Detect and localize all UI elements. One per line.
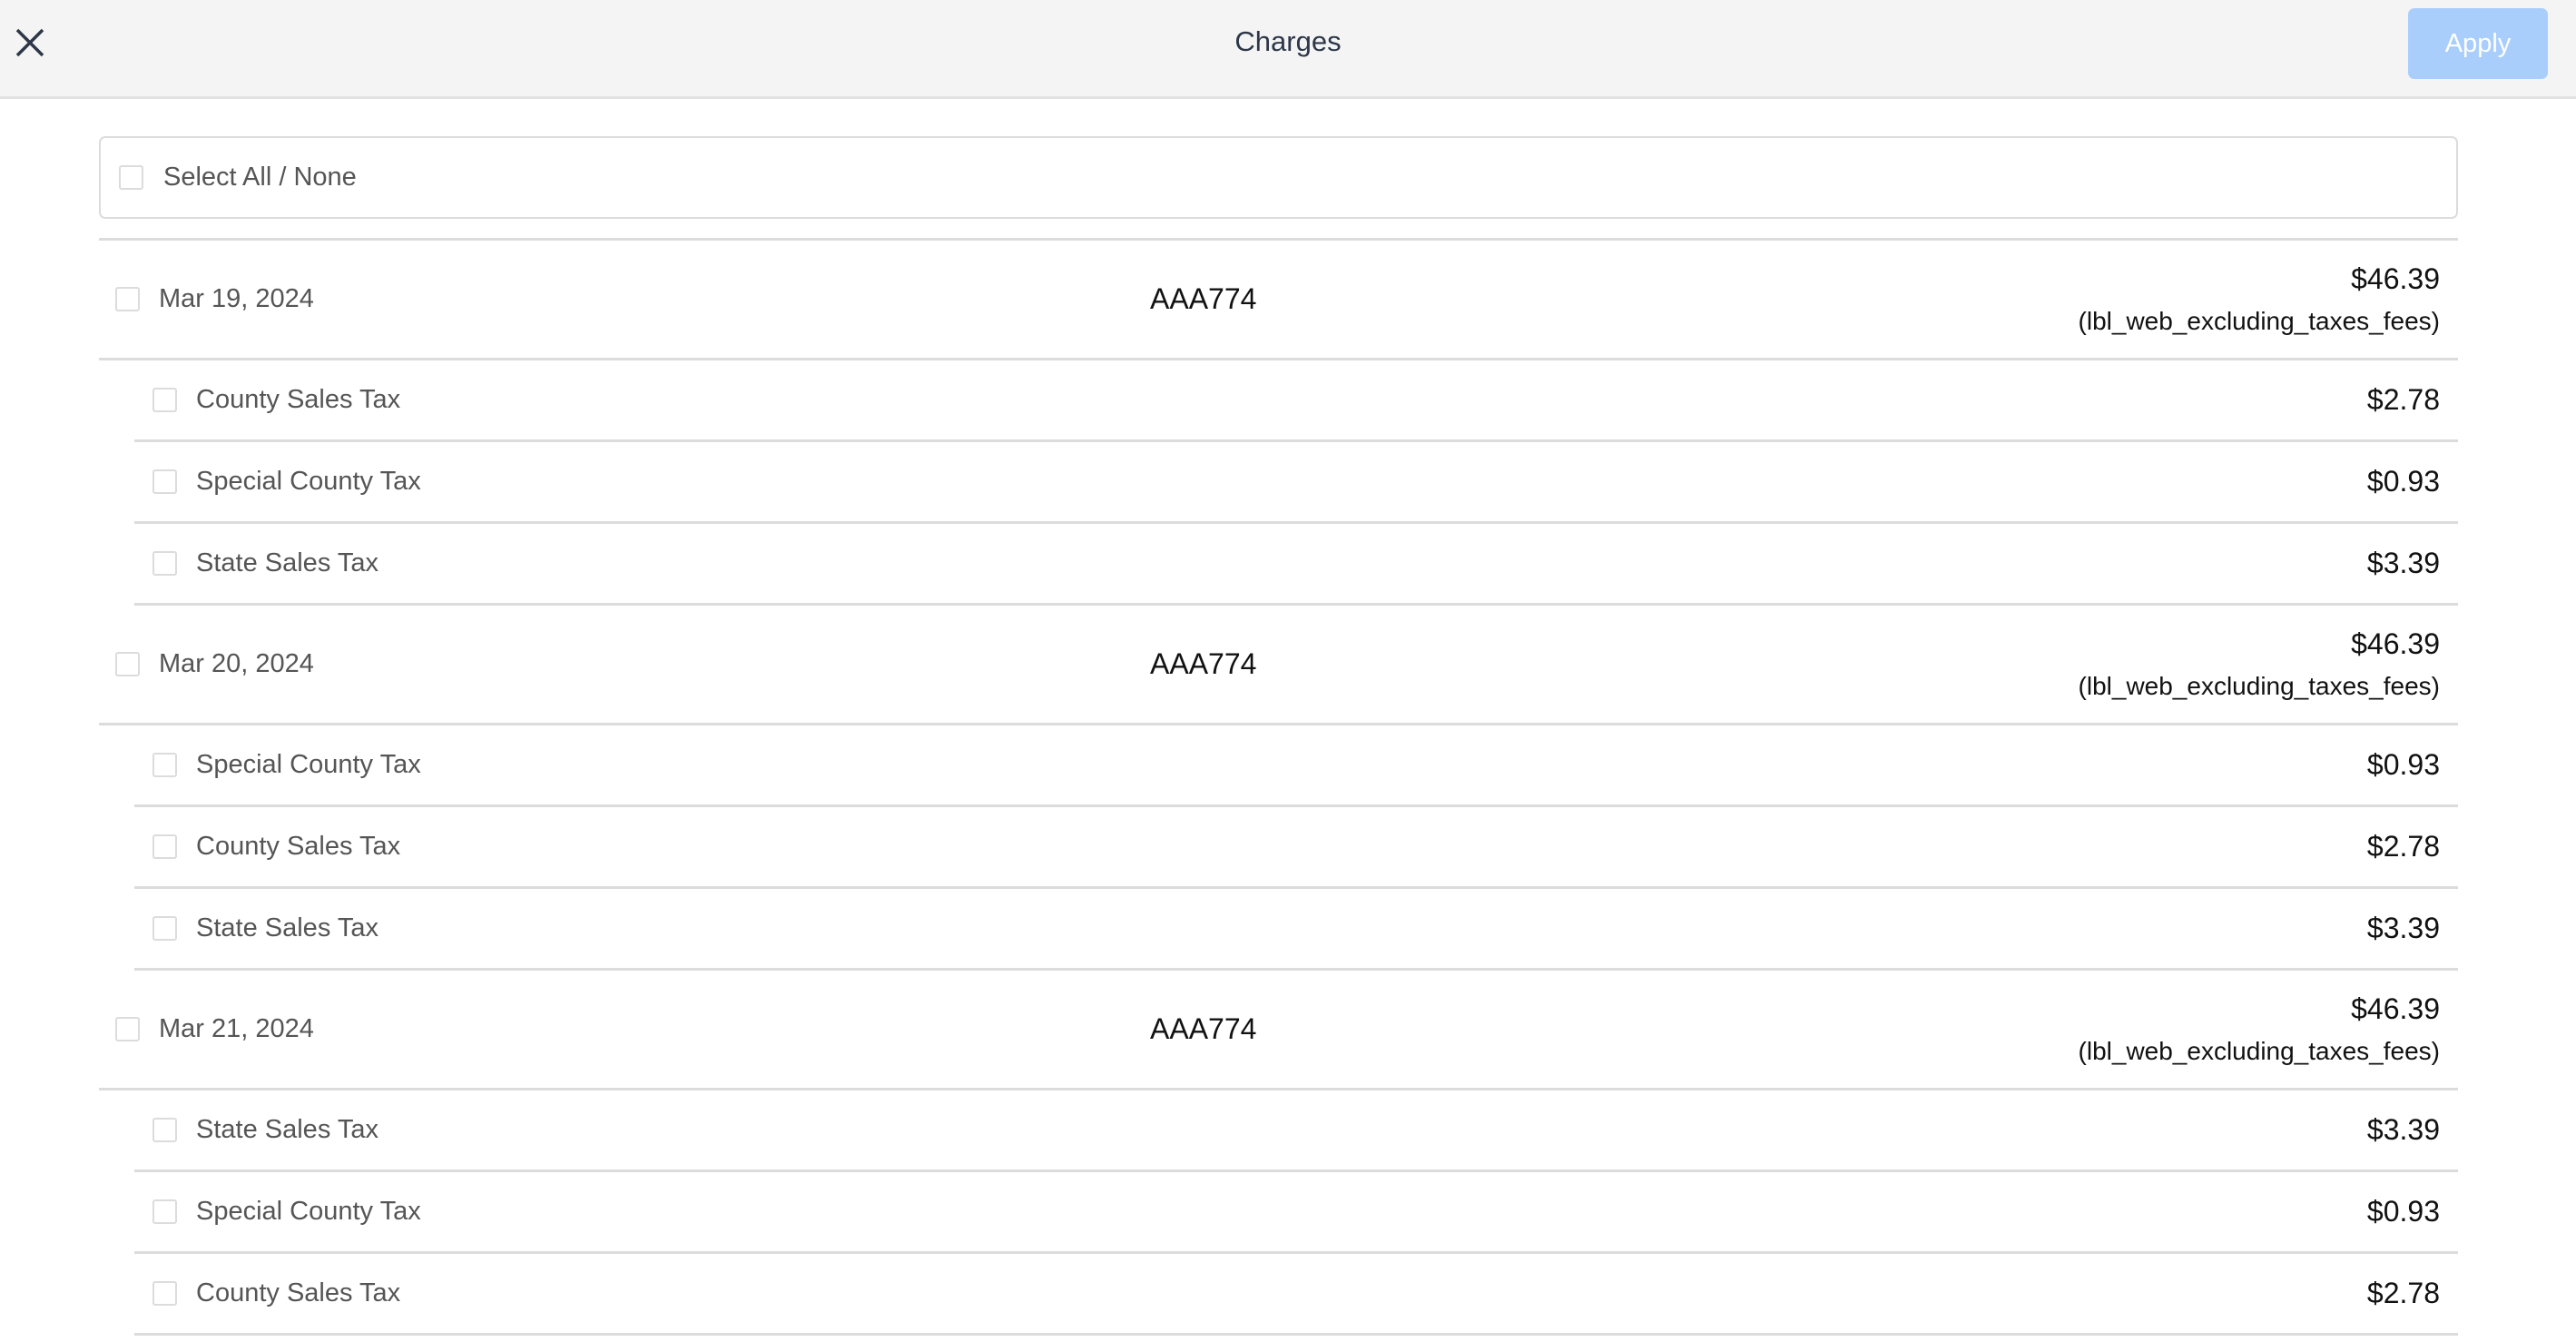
charge-checkbox[interactable] <box>115 287 140 311</box>
tax-checkbox[interactable] <box>152 834 177 859</box>
charge-row: Mar 19, 2024 AAA774 $46.39 (lbl_web_excl… <box>99 241 2458 360</box>
tax-amount: $3.39 <box>2366 1113 2440 1146</box>
tax-row: State Sales Tax $3.39 <box>134 524 2458 606</box>
charge-date: Mar 20, 2024 <box>159 649 314 678</box>
tax-row: Special County Tax $0.93 <box>134 442 2458 524</box>
tax-name: State Sales Tax <box>196 548 379 577</box>
tax-name: County Sales Tax <box>196 832 401 861</box>
charge-checkbox[interactable] <box>115 1017 140 1041</box>
charge-reference: AAA774 <box>1150 647 1257 680</box>
charges-list: Mar 19, 2024 AAA774 $46.39 (lbl_web_excl… <box>99 238 2458 1336</box>
charge-amount-note: (lbl_web_excluding_taxes_fees) <box>2078 1037 2440 1065</box>
select-all-row[interactable]: Select All / None <box>99 136 2458 219</box>
apply-button[interactable]: Apply <box>2408 8 2548 79</box>
tax-row: County Sales Tax $2.78 <box>134 1254 2458 1336</box>
close-icon[interactable] <box>15 27 45 58</box>
charge-checkbox[interactable] <box>115 652 140 676</box>
select-all-label: Select All / None <box>163 163 357 192</box>
charge-amount: $46.39 <box>2351 627 2440 660</box>
tax-name: Special County Tax <box>196 750 421 779</box>
tax-checkbox[interactable] <box>152 1281 177 1306</box>
tax-checkbox[interactable] <box>152 1118 177 1142</box>
tax-checkbox[interactable] <box>152 551 177 576</box>
tax-row: State Sales Tax $3.39 <box>134 1090 2458 1172</box>
tax-name: County Sales Tax <box>196 1278 401 1307</box>
charge-amount: $46.39 <box>2351 262 2440 295</box>
tax-amount: $3.39 <box>2366 912 2440 944</box>
charge-amount-block: $46.39 (lbl_web_excluding_taxes_fees) <box>2079 627 2440 701</box>
tax-row: State Sales Tax $3.39 <box>134 889 2458 971</box>
charge-amount-block: $46.39 (lbl_web_excluding_taxes_fees) <box>2079 992 2440 1066</box>
tax-name: State Sales Tax <box>196 1115 379 1144</box>
charge-amount-note: (lbl_web_excluding_taxes_fees) <box>2078 307 2440 335</box>
tax-amount: $2.78 <box>2366 383 2440 416</box>
charge-date: Mar 19, 2024 <box>159 284 314 313</box>
charge-reference: AAA774 <box>1150 1012 1257 1045</box>
charge-amount: $46.39 <box>2351 992 2440 1025</box>
tax-checkbox[interactable] <box>152 388 177 412</box>
tax-amount: $2.78 <box>2366 830 2440 863</box>
tax-amount: $0.93 <box>2366 465 2440 498</box>
select-all-checkbox[interactable] <box>119 165 143 190</box>
tax-name: Special County Tax <box>196 1197 421 1226</box>
tax-checkbox[interactable] <box>152 753 177 777</box>
tax-amount: $3.39 <box>2366 547 2440 579</box>
modal-header: Charges Apply <box>0 0 2576 99</box>
tax-amount: $0.93 <box>2366 748 2440 781</box>
charge-amount-block: $46.39 (lbl_web_excluding_taxes_fees) <box>2079 262 2440 336</box>
charge-amount-note: (lbl_web_excluding_taxes_fees) <box>2078 672 2440 700</box>
tax-row: Special County Tax $0.93 <box>134 1172 2458 1254</box>
tax-checkbox[interactable] <box>152 469 177 494</box>
charge-date: Mar 21, 2024 <box>159 1014 314 1043</box>
charge-reference: AAA774 <box>1150 282 1257 315</box>
page-title: Charges <box>1234 25 1342 57</box>
tax-row: Special County Tax $0.93 <box>134 725 2458 807</box>
tax-row: County Sales Tax $2.78 <box>134 807 2458 889</box>
tax-checkbox[interactable] <box>152 1199 177 1224</box>
tax-name: Special County Tax <box>196 467 421 496</box>
charge-row: Mar 21, 2024 AAA774 $46.39 (lbl_web_excl… <box>99 971 2458 1090</box>
charge-row: Mar 20, 2024 AAA774 $46.39 (lbl_web_excl… <box>99 606 2458 725</box>
tax-amount: $2.78 <box>2366 1277 2440 1309</box>
tax-amount: $0.93 <box>2366 1195 2440 1228</box>
tax-row: County Sales Tax $2.78 <box>134 360 2458 442</box>
tax-name: State Sales Tax <box>196 913 379 942</box>
tax-checkbox[interactable] <box>152 916 177 941</box>
tax-name: County Sales Tax <box>196 385 401 414</box>
